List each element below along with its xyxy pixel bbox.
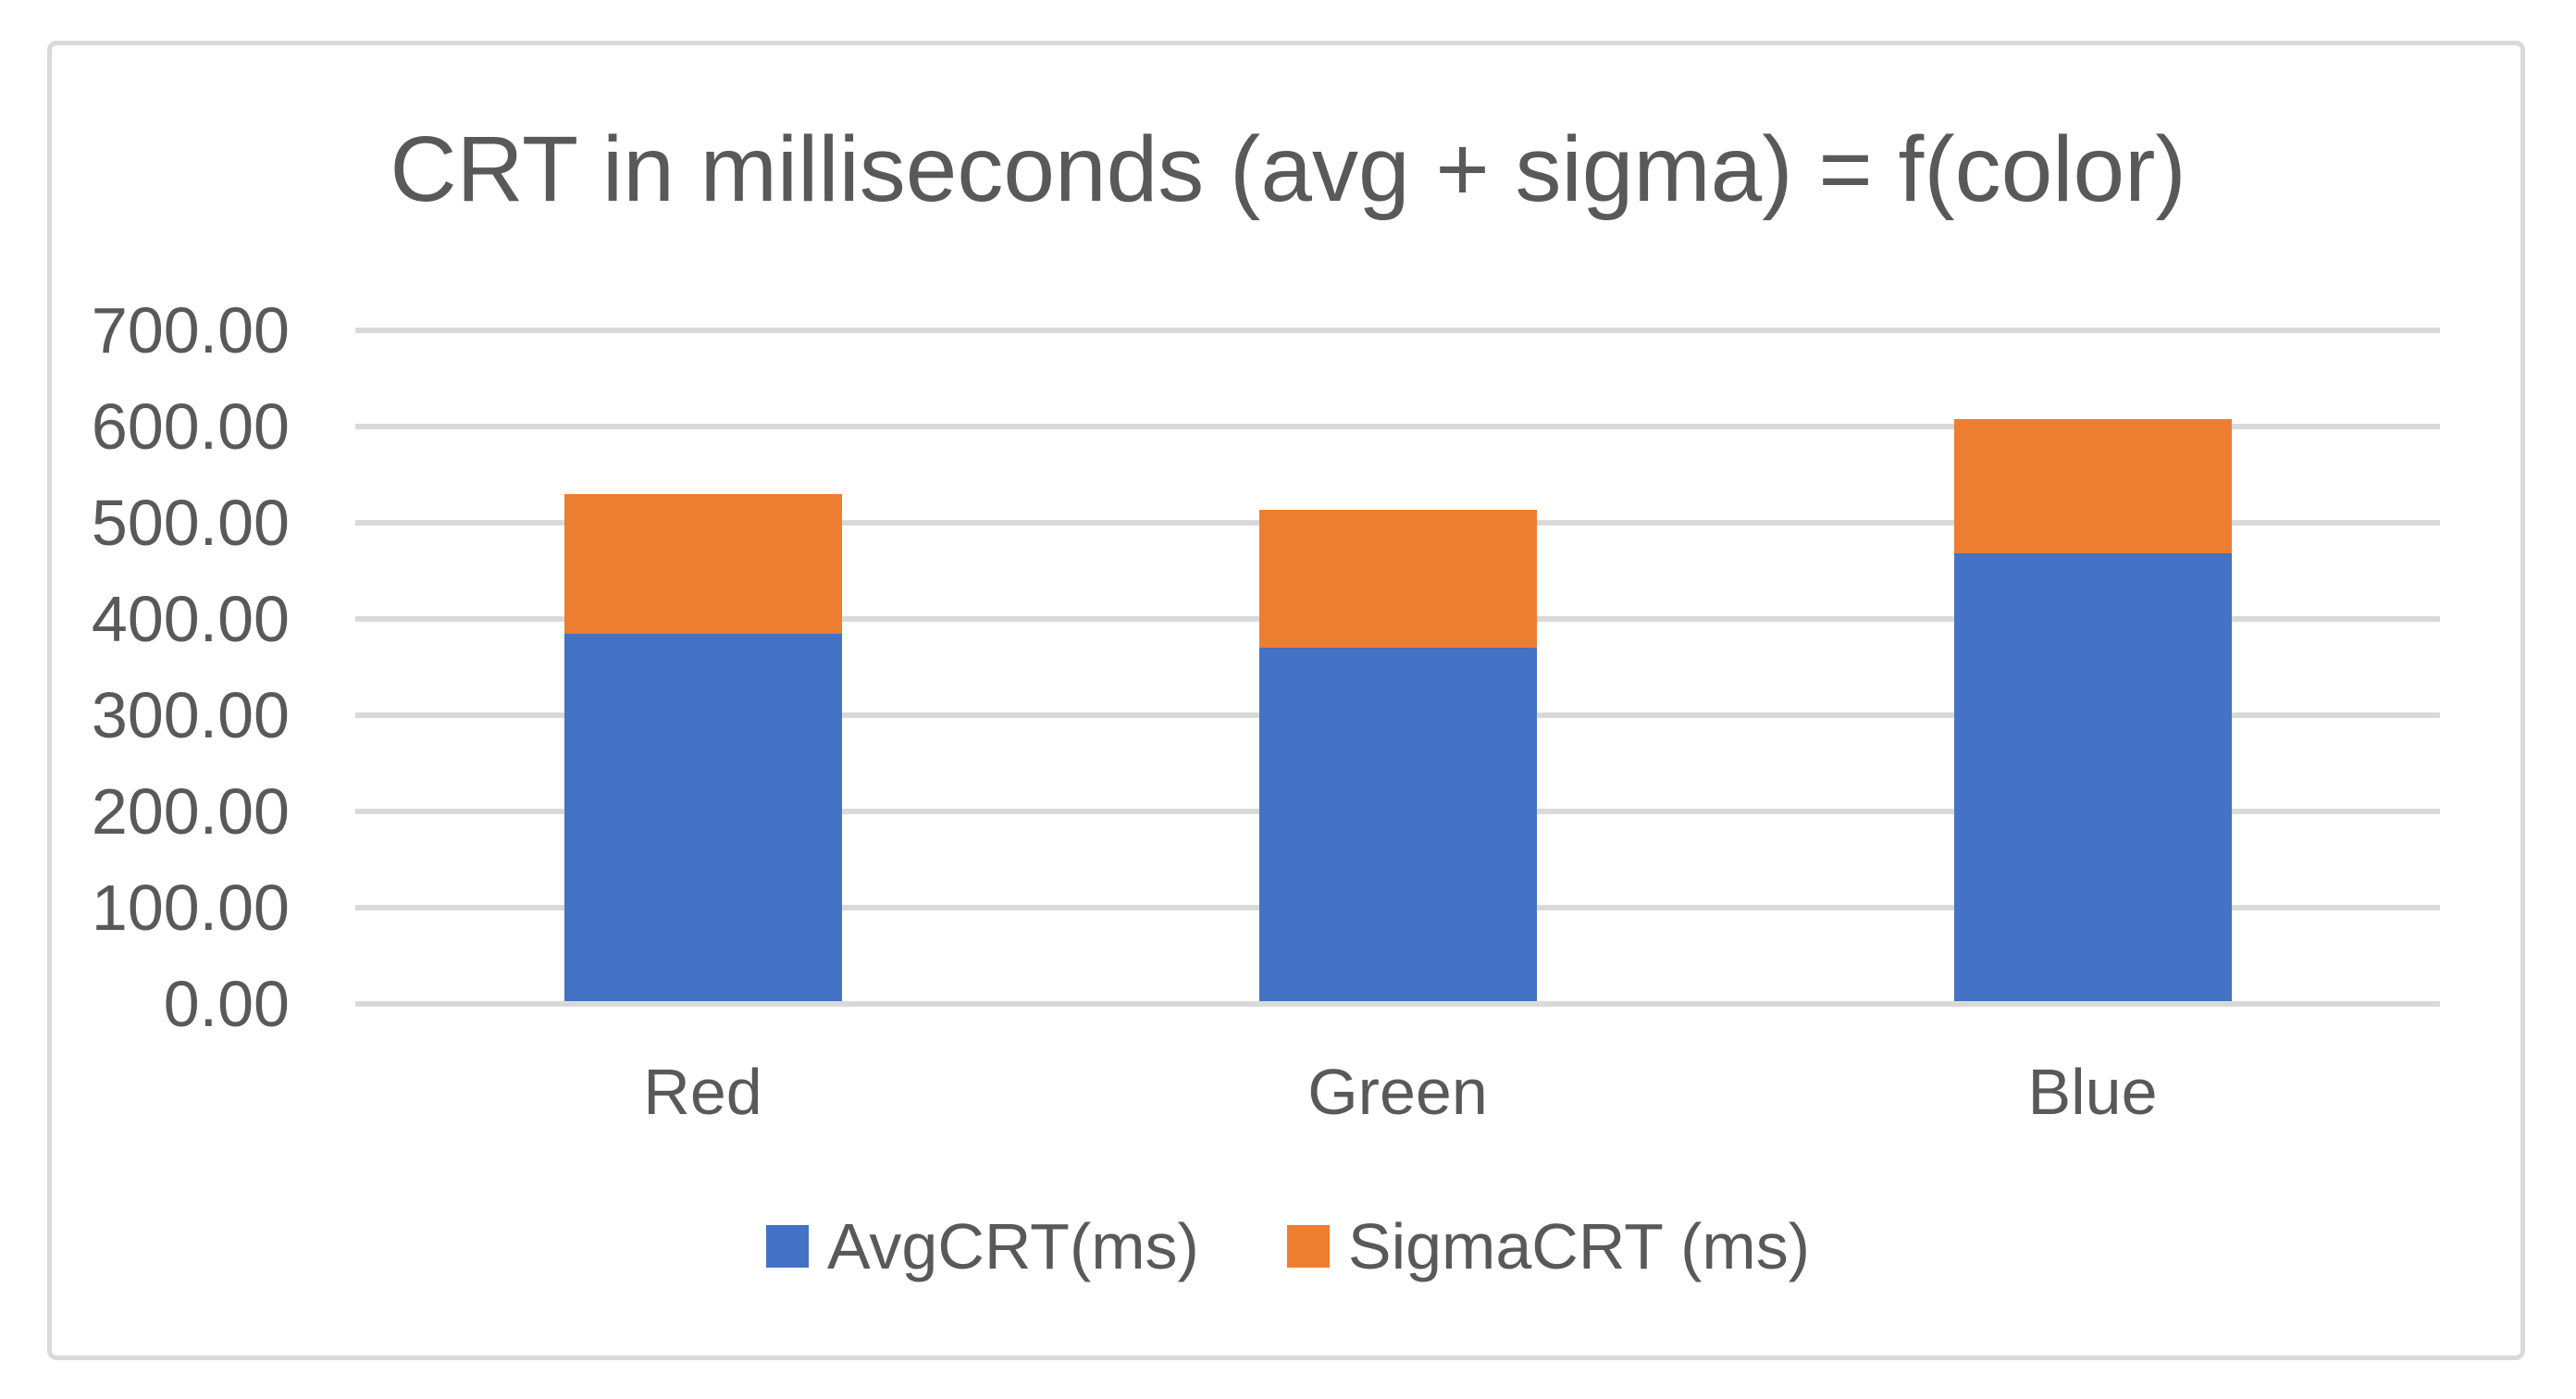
x-axis-category-label-green: Green xyxy=(1307,1056,1488,1128)
bar-blue-avg xyxy=(1953,553,2232,1001)
y-axis-tick-label-700: 700.00 xyxy=(91,294,290,366)
gridline-0 xyxy=(355,1001,2440,1007)
x-axis-category-label-blue: Blue xyxy=(2027,1056,2158,1128)
legend-item-avgcrt: AvgCRT(ms) xyxy=(765,1205,1199,1288)
y-axis-tick-label-200: 200.00 xyxy=(91,775,290,848)
y-axis-tick-label-400: 400.00 xyxy=(91,583,290,655)
legend-label-sigmacrt: SigmaCRT (ms) xyxy=(1347,1210,1811,1282)
legend-swatch-sigmacrt xyxy=(1286,1225,1330,1268)
bar-red-avg xyxy=(564,633,842,1001)
legend-label-avgcrt: AvgCRT(ms) xyxy=(826,1210,1199,1282)
bar-green-avg xyxy=(1258,648,1537,1001)
y-axis-tick-label-300: 300.00 xyxy=(91,679,290,751)
chart-title: CRT in milliseconds (avg + sigma) = f(co… xyxy=(390,118,2186,221)
gridline-600 xyxy=(355,424,2440,429)
legend: AvgCRT(ms) SigmaCRT (ms) xyxy=(0,1205,2576,1288)
y-axis-tick-label-0: 0.00 xyxy=(163,968,290,1040)
bar-red-sigma xyxy=(564,493,842,634)
legend-item-sigmacrt: SigmaCRT (ms) xyxy=(1286,1205,1811,1288)
y-axis-tick-label-600: 600.00 xyxy=(91,390,290,463)
x-axis-category-label-red: Red xyxy=(643,1056,762,1128)
bar-blue-sigma xyxy=(1953,418,2232,554)
bar-green-sigma xyxy=(1258,510,1537,649)
gridline-700 xyxy=(355,328,2440,333)
y-axis-tick-label-100: 100.00 xyxy=(91,872,290,944)
legend-swatch-avgcrt xyxy=(765,1225,809,1268)
y-axis-tick-label-500: 500.00 xyxy=(91,487,290,559)
